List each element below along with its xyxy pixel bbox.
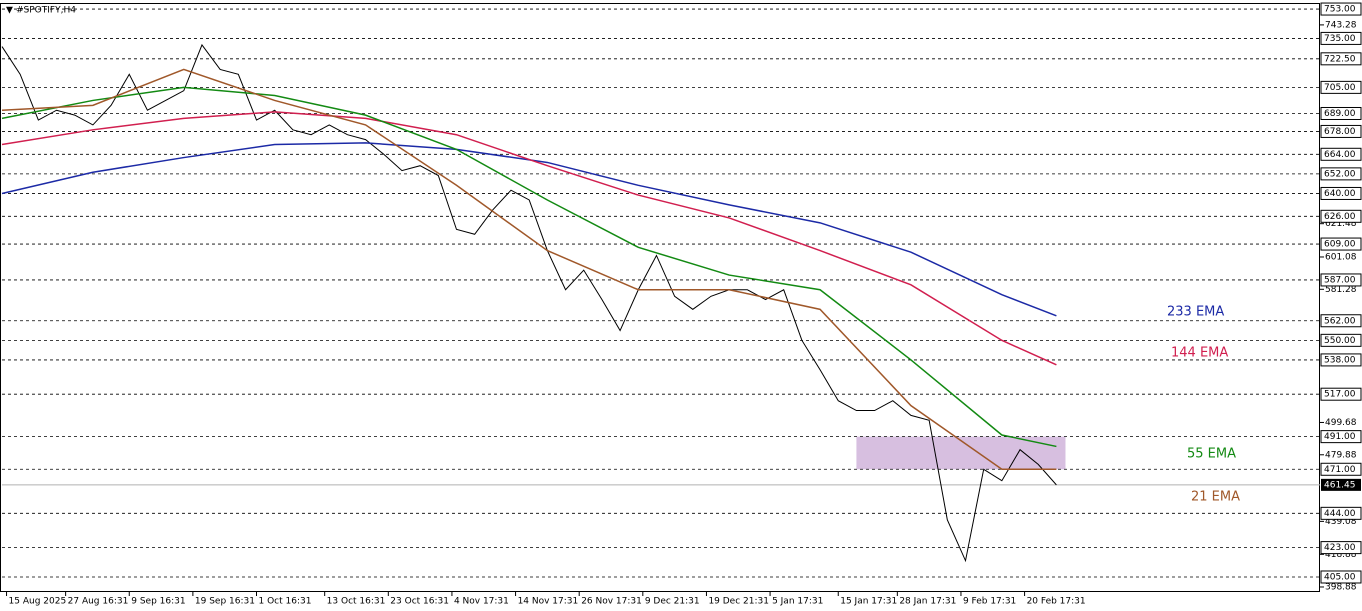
x-tick-label: 23 Oct 16:31	[390, 597, 449, 607]
level-label: 405.00	[1324, 572, 1356, 582]
series-line	[1, 86, 1057, 448]
x-tick-label: 14 Nov 17:31	[518, 597, 579, 607]
level-label: 491.00	[1324, 432, 1356, 442]
level-label: 550.00	[1324, 336, 1356, 346]
x-tick-label: 9 Dec 21:31	[645, 597, 700, 607]
level-label: 753.00	[1324, 5, 1356, 15]
level-label-box	[1320, 387, 1362, 401]
y-tick-label: 499.68	[1325, 418, 1357, 428]
y-tick-label: 398.88	[1325, 582, 1357, 592]
level-label: 444.00	[1324, 509, 1356, 519]
legend-label: 144 EMA	[1171, 346, 1228, 361]
level-label-box	[1320, 273, 1362, 287]
level-label-box	[1320, 31, 1362, 45]
level-label-box	[1320, 80, 1362, 94]
chart-title: #SPOTIFY,H4	[16, 6, 76, 16]
level-label: 678.00	[1324, 127, 1356, 137]
plot-frame	[0, 3, 1320, 592]
chart-title-arrow: ▼	[6, 6, 13, 16]
x-tick-label: 5 Jan 17:31	[772, 597, 823, 607]
level-label: 640.00	[1324, 189, 1356, 199]
level-label-box	[1320, 209, 1362, 223]
level-label-box	[1320, 314, 1362, 328]
x-tick-label: 19 Dec 21:31	[708, 597, 769, 607]
level-label: 517.00	[1324, 390, 1356, 400]
y-tick-label: 601.08	[1325, 252, 1357, 262]
level-label: 705.00	[1324, 83, 1356, 93]
x-tick-label: 4 Nov 17:31	[454, 597, 509, 607]
y-tick-label: 479.88	[1325, 450, 1357, 460]
level-label: 689.00	[1324, 109, 1356, 119]
level-label-box	[1320, 237, 1362, 251]
y-tick-label: 581.28	[1325, 285, 1357, 295]
level-label: 722.50	[1324, 54, 1356, 64]
x-tick-label: 15 Aug 2025	[9, 597, 67, 607]
x-tick-label: 27 Aug 16:31	[68, 597, 129, 607]
level-label-box	[1320, 186, 1362, 200]
x-tick-label: 9 Feb 17:31	[963, 597, 1016, 607]
level-label: 423.00	[1324, 543, 1356, 553]
level-label-box	[1320, 52, 1362, 66]
x-tick-label: 9 Sep 16:31	[131, 597, 185, 607]
level-label: 471.00	[1324, 465, 1356, 475]
x-tick-label: 20 Feb 17:31	[1027, 597, 1086, 607]
legend-label: 55 EMA	[1187, 447, 1236, 462]
level-label: 609.00	[1324, 240, 1356, 250]
series-line	[1, 68, 1057, 471]
x-tick-label: 19 Sep 16:31	[195, 597, 255, 607]
series-line	[1, 43, 1057, 563]
y-tick-label: 418.88	[1325, 550, 1357, 560]
current-price-box	[1321, 478, 1361, 491]
level-label-box	[1320, 147, 1362, 161]
level-label: 538.00	[1324, 355, 1356, 365]
y-tick-label: 743.28	[1325, 20, 1357, 30]
series-line	[1, 142, 1057, 317]
level-label-box	[1320, 541, 1362, 555]
level-label: 664.00	[1324, 150, 1356, 160]
level-label-box	[1320, 430, 1362, 444]
level-label-box	[1320, 333, 1362, 347]
level-label-box	[1320, 167, 1362, 181]
level-label: 562.00	[1324, 316, 1356, 326]
x-tick-label: 15 Jan 17:31	[840, 597, 897, 607]
y-tick-label: 439.08	[1325, 517, 1357, 527]
level-label-box	[1320, 124, 1362, 138]
x-tick-label: 28 Jan 17:31	[899, 597, 956, 607]
level-label-box	[1320, 106, 1362, 120]
x-tick-label: 1 Oct 16:31	[259, 597, 312, 607]
legend-label: 21 EMA	[1191, 490, 1240, 505]
current-price-label: 461.45	[1324, 480, 1356, 490]
legend-label: 233 EMA	[1167, 305, 1224, 320]
level-label: 587.00	[1324, 275, 1356, 285]
level-label-box	[1320, 353, 1362, 367]
level-label-box	[1320, 2, 1362, 16]
x-tick-label: 26 Nov 17:31	[581, 597, 642, 607]
series-line	[1, 111, 1057, 366]
x-tick-label: 13 Oct 16:31	[327, 597, 386, 607]
level-label: 652.00	[1324, 169, 1356, 179]
level-label-box	[1320, 506, 1362, 520]
level-label-box	[1320, 570, 1362, 584]
y-tick-label: 621.48	[1325, 219, 1357, 229]
level-label: 735.00	[1324, 34, 1356, 44]
level-label: 626.00	[1324, 212, 1356, 222]
zone	[856, 436, 1066, 470]
level-label-box	[1320, 462, 1362, 476]
